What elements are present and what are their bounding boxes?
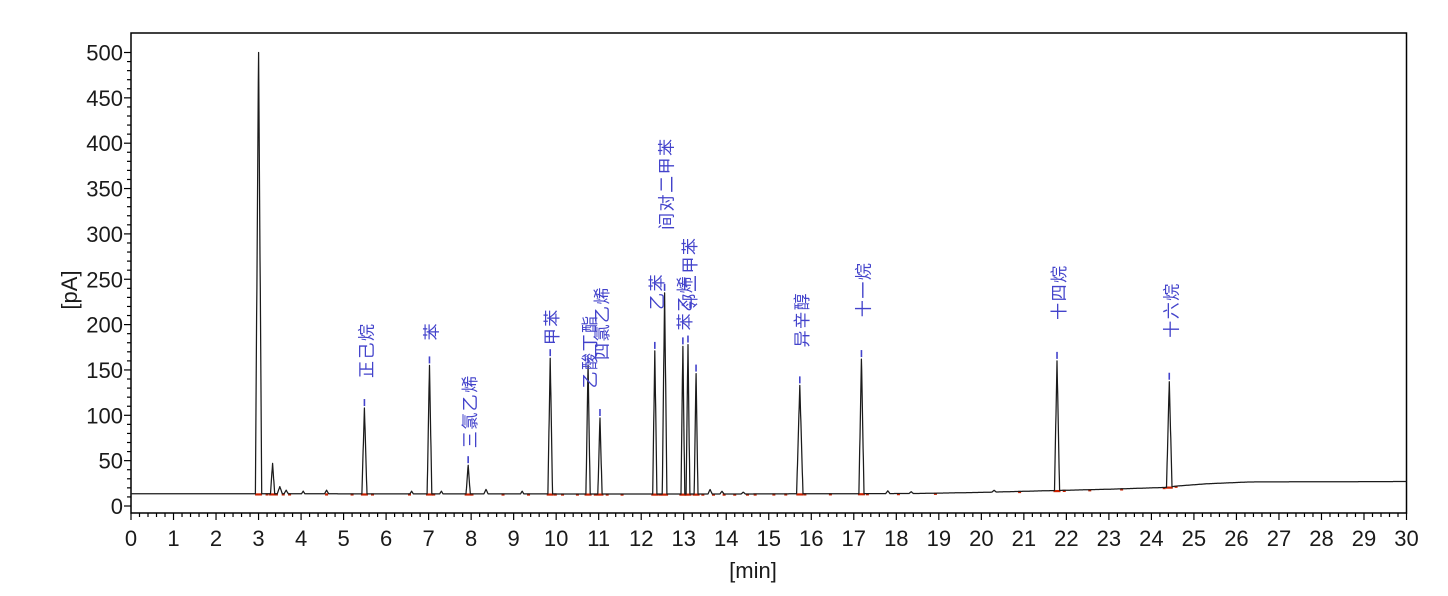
x-tick-label: 27 <box>1267 526 1291 551</box>
x-tick-label: 23 <box>1097 526 1121 551</box>
x-tick-label: 12 <box>629 526 653 551</box>
y-tick-label: 100 <box>86 403 123 428</box>
y-tick-label: 450 <box>86 86 123 111</box>
x-tick-label: 26 <box>1224 526 1248 551</box>
x-tick-label: 14 <box>714 526 738 551</box>
x-tick-label: 19 <box>927 526 951 551</box>
x-tick-label: 2 <box>210 526 222 551</box>
peak-label: 苯乙烯 <box>676 275 695 331</box>
x-axis-title: [min] <box>729 558 777 583</box>
x-tick-label: 18 <box>884 526 908 551</box>
plot-border <box>130 32 1408 514</box>
y-tick-label: 350 <box>86 177 123 202</box>
peak-base-integration-mark <box>661 493 669 496</box>
peak-base-integration-mark <box>360 493 368 496</box>
x-tick-label: 11 <box>587 526 610 551</box>
peak-base-integration-mark <box>255 493 263 496</box>
chromatogram-trace <box>130 51 1407 495</box>
peak-base-integration-mark <box>1053 489 1061 493</box>
x-tick-label: 28 <box>1309 526 1333 551</box>
peak-label: 十六烷 <box>1162 282 1181 338</box>
integration-mark <box>753 493 757 496</box>
peak-label: 四氯乙烯 <box>593 286 612 360</box>
x-tick-label: 1 <box>167 526 179 551</box>
y-tick-label: 150 <box>86 358 123 383</box>
peak-label: 十四烷 <box>1050 264 1069 320</box>
x-tick-label: 9 <box>508 526 520 551</box>
peak-label: 十一烷 <box>854 262 873 318</box>
integration-mark <box>722 493 726 496</box>
peak-base-integration-mark <box>796 493 804 496</box>
integration-mark <box>501 493 505 496</box>
y-tick-label: 200 <box>86 313 123 338</box>
x-tick-label: 5 <box>337 526 349 551</box>
x-tick-label: 17 <box>842 526 866 551</box>
peak-label: 邻二甲苯 <box>681 237 700 311</box>
y-tick-label: 50 <box>99 449 123 474</box>
x-tick-label: 0 <box>125 526 137 551</box>
peak-base-integration-mark <box>596 493 604 496</box>
x-tick-label: 16 <box>799 526 823 551</box>
integration-mark <box>527 493 531 496</box>
peak-base-integration-mark <box>692 493 700 496</box>
peak-base-integration-mark <box>679 493 687 496</box>
peak-label: 乙苯 <box>648 273 667 310</box>
peak-label: 异辛醇 <box>793 292 812 348</box>
y-tick-label: 250 <box>86 267 123 292</box>
x-tick-label: 4 <box>295 526 307 551</box>
x-tick-label: 21 <box>1012 526 1036 551</box>
x-tick-label: 10 <box>544 526 568 551</box>
integration-mark <box>325 493 329 496</box>
integration-mark <box>865 493 869 496</box>
peak-label: 甲苯 <box>543 308 562 345</box>
peak-base-integration-mark <box>857 493 865 496</box>
y-tick-label: 300 <box>86 222 123 247</box>
x-tick-label: 22 <box>1054 526 1078 551</box>
x-tick-label: 7 <box>422 526 434 551</box>
x-tick-label: 30 <box>1394 526 1418 551</box>
peak-base-integration-mark <box>269 493 277 496</box>
x-tick-label: 20 <box>969 526 993 551</box>
integration-mark <box>288 493 292 496</box>
peak-base-integration-mark <box>684 493 692 496</box>
integration-mark <box>281 493 285 496</box>
x-tick-label: 25 <box>1182 526 1206 551</box>
peak-base-integration-mark <box>546 493 554 496</box>
peak-base-integration-mark <box>1165 486 1173 489</box>
peak-label: 间对二甲苯 <box>658 137 677 230</box>
x-tick-label: 15 <box>757 526 781 551</box>
peak-label: 乙酸丁酯 <box>581 314 600 388</box>
integration-mark <box>553 493 557 496</box>
x-tick-label: 3 <box>252 526 264 551</box>
y-axis-title: [pA] <box>57 270 82 309</box>
peak-label: 三氯乙烯 <box>461 374 480 448</box>
y-tick-label: 400 <box>86 131 123 156</box>
x-tick-label: 24 <box>1139 526 1163 551</box>
x-tick-label: 13 <box>671 526 695 551</box>
peak-base-integration-mark <box>464 493 472 496</box>
y-tick-label: 500 <box>86 41 123 66</box>
integration-mark <box>896 493 900 496</box>
integration-mark <box>828 493 832 496</box>
peak-base-integration-mark <box>584 493 592 496</box>
peak-label: 正己烷 <box>357 323 376 379</box>
x-tick-label: 8 <box>465 526 477 551</box>
x-tick-label: 29 <box>1352 526 1376 551</box>
x-tick-label: 6 <box>380 526 392 551</box>
y-tick-label: 0 <box>111 494 123 519</box>
peak-base-integration-mark <box>425 493 433 496</box>
peak-label: 苯 <box>422 322 441 341</box>
peak-base-integration-mark <box>651 493 659 496</box>
